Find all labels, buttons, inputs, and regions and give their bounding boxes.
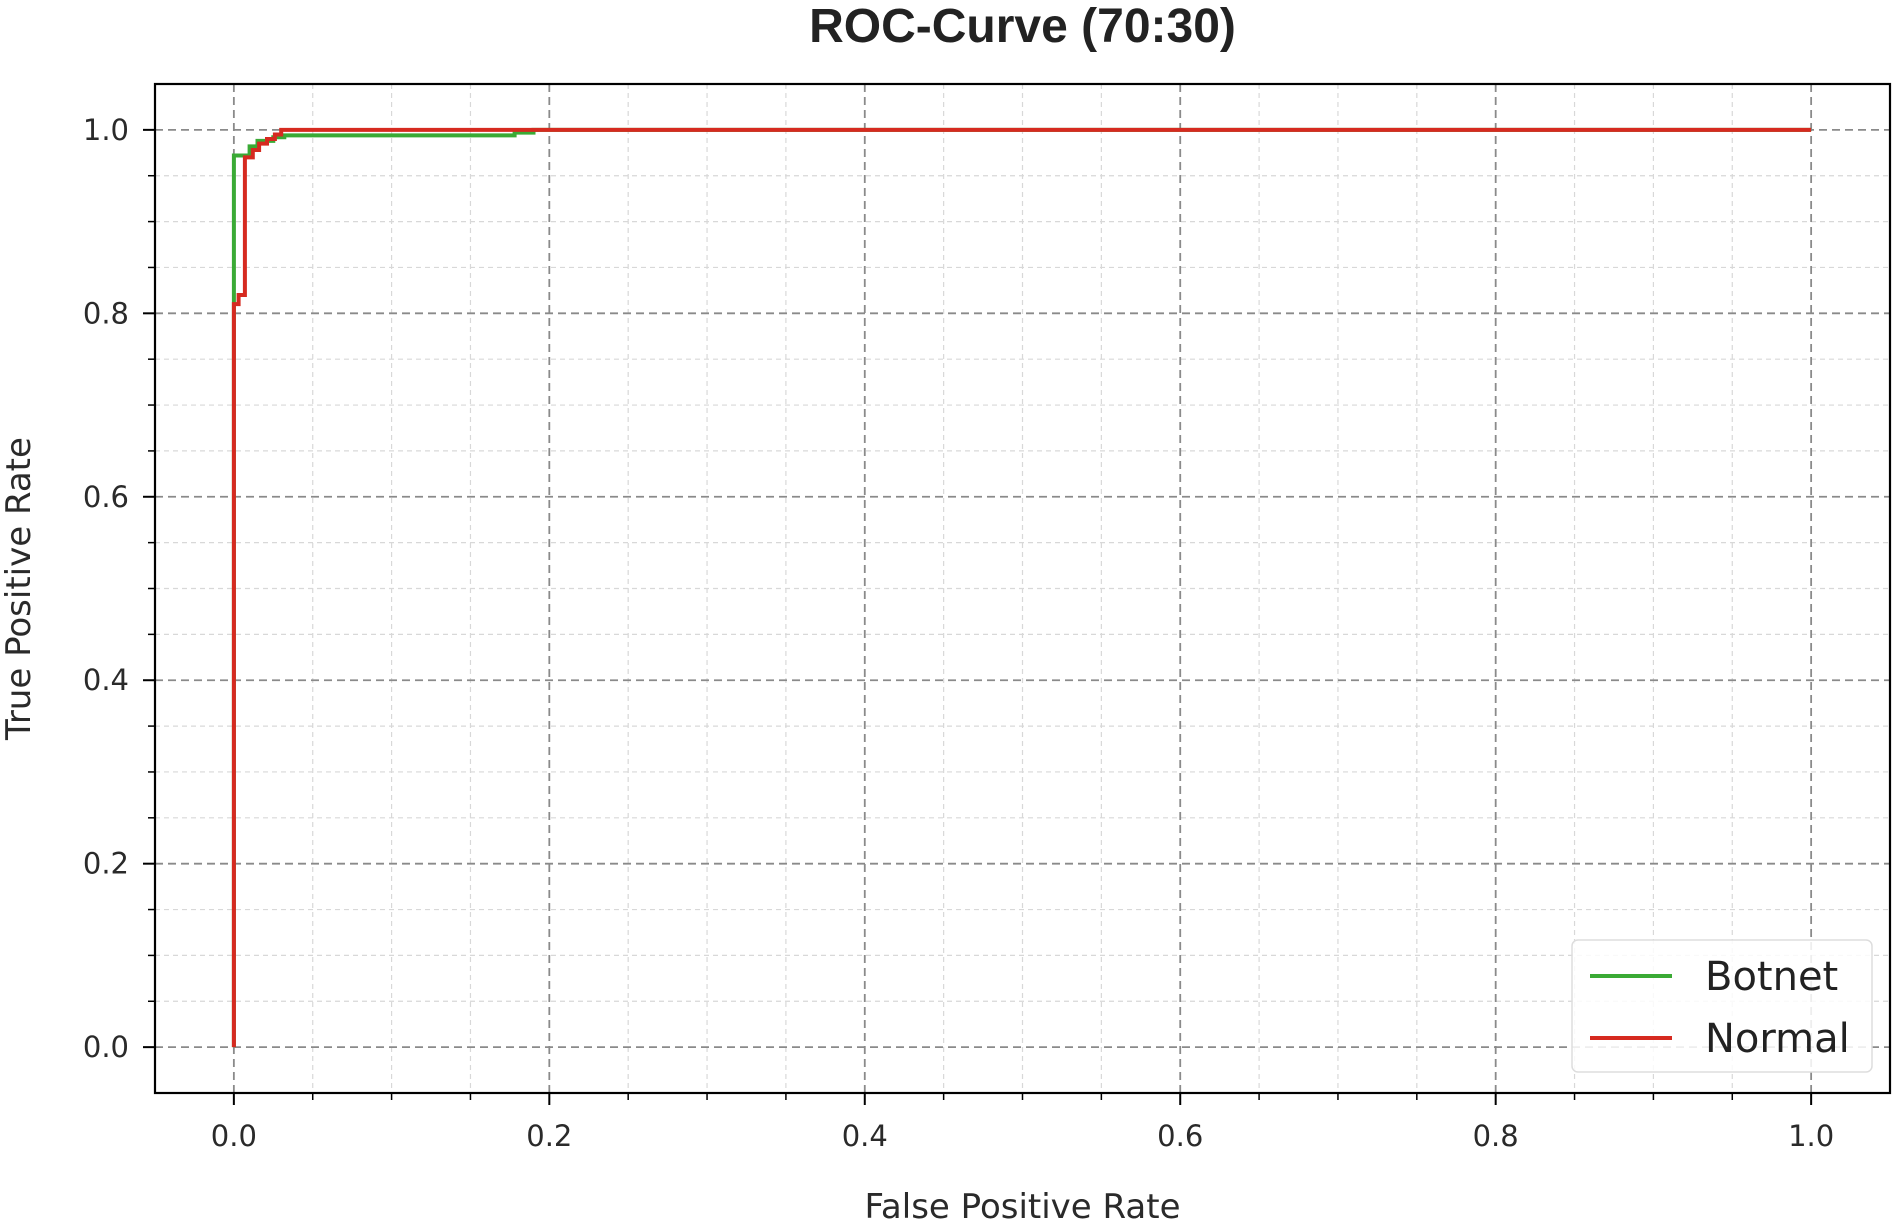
x-tick-label: 0.0 xyxy=(211,1119,257,1153)
x-axis-label: False Positive Rate xyxy=(865,1187,1181,1226)
x-tick-label: 1.0 xyxy=(1788,1119,1834,1153)
y-tick-label: 0.0 xyxy=(83,1030,129,1064)
chart-title: ROC-Curve (70:30) xyxy=(809,0,1236,53)
legend: Botnet Normal xyxy=(1571,939,1873,1073)
y-tick-label: 0.4 xyxy=(83,663,129,697)
x-tick-label: 0.6 xyxy=(1157,1119,1203,1153)
y-axis-label: True Positive Rate xyxy=(0,437,39,741)
legend-label-botnet: Botnet xyxy=(1705,954,1838,1000)
tick-labels: 0.0 0.2 0.4 0.6 0.8 1.0 0.0 0.2 0.4 0.6 0.8 1.0 xyxy=(83,113,1834,1153)
axis-ticks xyxy=(143,128,1813,1105)
series-lines xyxy=(231,127,1812,1048)
minor-grid xyxy=(155,84,1890,1093)
y-tick-label: 0.2 xyxy=(83,847,129,881)
series-line-normal xyxy=(231,127,1812,1048)
y-tick-label: 1.0 xyxy=(83,113,129,147)
legend-label-normal: Normal xyxy=(1705,1016,1850,1062)
x-tick-label: 0.8 xyxy=(1473,1119,1519,1153)
y-tick-label: 0.8 xyxy=(83,296,129,330)
x-tick-label: 0.4 xyxy=(842,1119,888,1153)
x-tick-label: 0.2 xyxy=(526,1119,572,1153)
y-tick-label: 0.6 xyxy=(83,480,129,514)
